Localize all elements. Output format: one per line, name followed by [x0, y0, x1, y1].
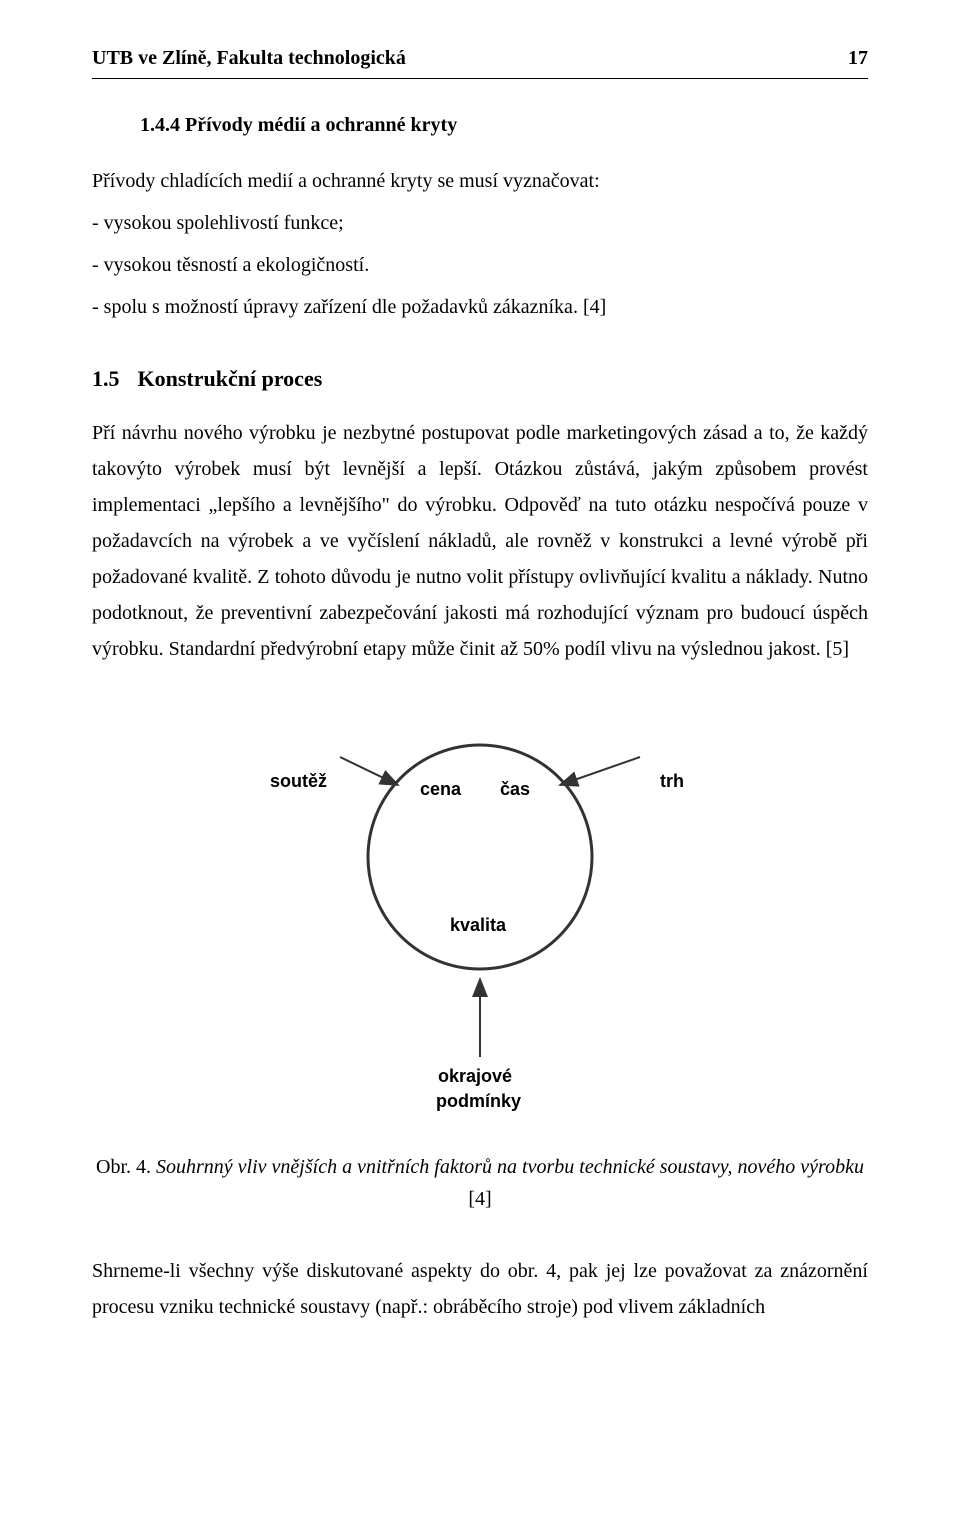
diagram-circle — [368, 745, 592, 969]
label-podminky: podmínky — [436, 1091, 521, 1111]
bullet-2: - vysokou těsností a ekologičností. — [92, 247, 868, 283]
label-kvalita: kvalita — [450, 915, 507, 935]
diagram-arrow-left — [340, 757, 398, 785]
figure-4: soutěž trh okrajové podmínky cena čas kv… — [92, 697, 868, 1129]
caption-prefix: Obr. 4. — [96, 1156, 156, 1178]
section-1-4-4-title: 1.4.4 Přívody médií a ochranné kryty — [92, 107, 868, 143]
section-1-5-title: Konstrukční proces — [138, 366, 323, 391]
bullet-1: - vysokou spolehlivostí funkce; — [92, 205, 868, 241]
page-header: UTB ve Zlíně, Fakulta technologická 17 — [92, 40, 868, 79]
label-cas: čas — [500, 779, 530, 799]
figure-4-caption: Obr. 4. Souhrnný vliv vnějších a vnitřní… — [92, 1151, 868, 1215]
caption-ref: [4] — [468, 1188, 491, 1210]
diagram-arrow-right — [560, 757, 640, 785]
label-okrajove: okrajové — [438, 1066, 512, 1086]
tail-paragraph: Shrneme-li všechny výše diskutované aspe… — [92, 1253, 868, 1325]
section-1-4-4-intro: Přívody chladících medií a ochranné kryt… — [92, 163, 868, 199]
label-trh: trh — [660, 771, 684, 791]
section-1-5-num: 1.5 — [92, 366, 120, 391]
section-1-4-4: 1.4.4 Přívody médií a ochranné kryty Pří… — [92, 107, 868, 325]
label-cena: cena — [420, 779, 462, 799]
page-number: 17 — [848, 40, 868, 76]
caption-text: Souhrnný vliv vnějších a vnitřních fakto… — [156, 1156, 864, 1178]
bullet-3: - spolu s možností úpravy zařízení dle p… — [92, 289, 868, 325]
section-1-5-body: Pří návrhu nového výrobku je nezbytné po… — [92, 415, 868, 667]
section-1-5-heading: 1.5 Konstrukční proces — [92, 359, 868, 399]
header-left: UTB ve Zlíně, Fakulta technologická — [92, 40, 406, 76]
diagram-svg: soutěž trh okrajové podmínky cena čas kv… — [240, 697, 720, 1117]
label-soutez: soutěž — [270, 771, 327, 791]
